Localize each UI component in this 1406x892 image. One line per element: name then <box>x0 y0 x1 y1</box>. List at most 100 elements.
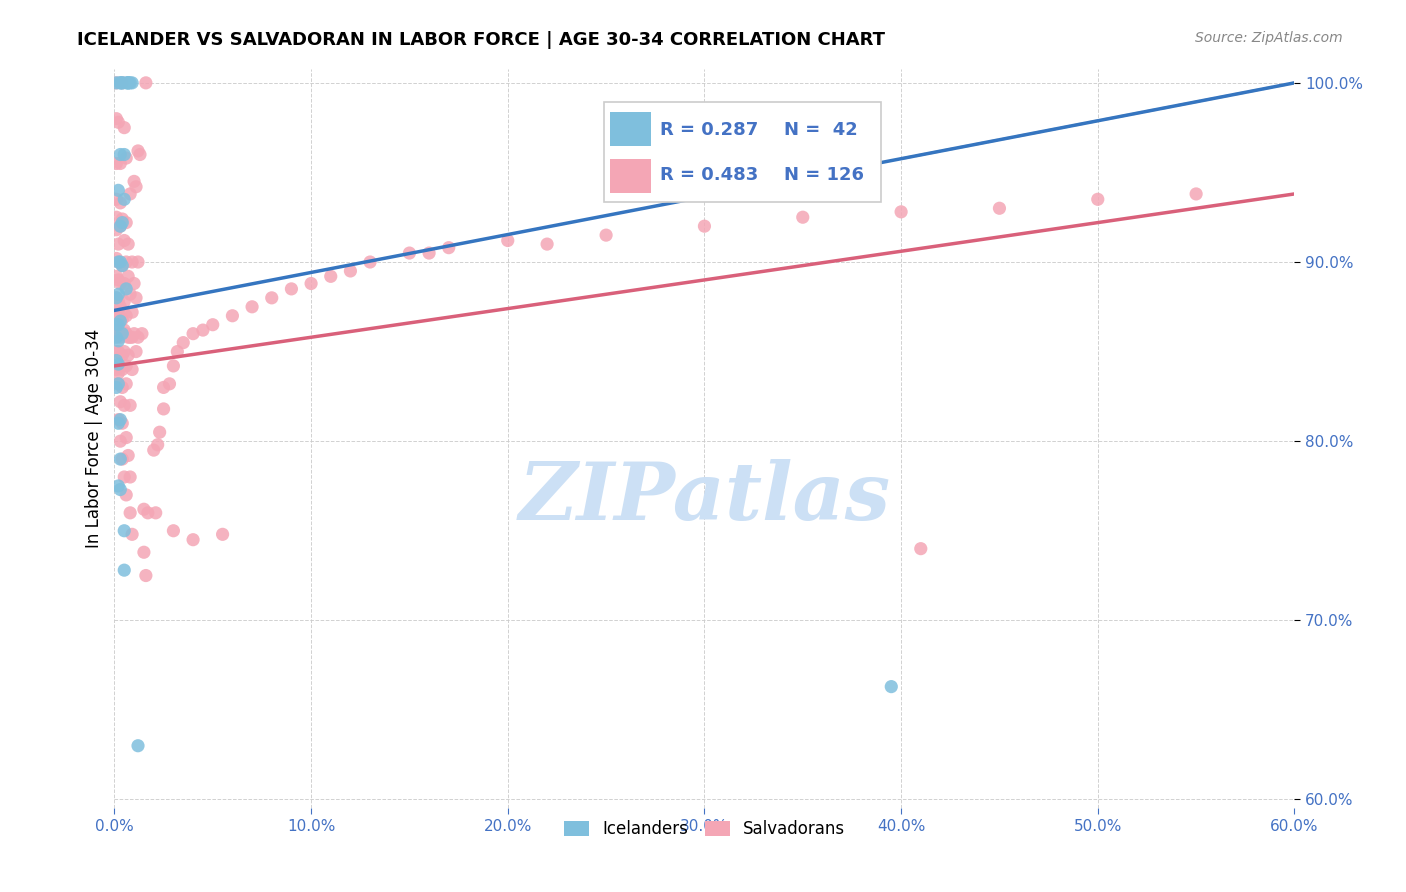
Point <box>129 147 152 161</box>
Point <box>121 305 143 319</box>
Point <box>111 76 134 90</box>
Point <box>105 330 128 344</box>
Point <box>121 255 143 269</box>
Point <box>792 211 814 225</box>
Point <box>107 287 129 301</box>
Point <box>437 241 460 255</box>
Point <box>120 287 142 301</box>
Legend: Icelanders, Salvadorans: Icelanders, Salvadorans <box>557 814 852 845</box>
Point <box>107 416 129 430</box>
Point <box>107 357 129 371</box>
Point <box>110 277 132 291</box>
Point <box>111 326 134 341</box>
Point <box>201 318 224 332</box>
Point <box>910 541 932 556</box>
Point <box>117 269 139 284</box>
Point <box>107 479 129 493</box>
Point <box>166 344 188 359</box>
Point <box>121 76 143 90</box>
Point <box>120 506 142 520</box>
Point <box>120 76 142 90</box>
Y-axis label: In Labor Force | Age 30-34: In Labor Force | Age 30-34 <box>86 329 103 548</box>
Point <box>117 76 139 90</box>
Point <box>172 335 194 350</box>
Point <box>110 394 132 409</box>
Point <box>149 425 172 440</box>
Point <box>105 252 128 266</box>
Point <box>145 506 167 520</box>
Point <box>181 326 204 341</box>
Point <box>110 314 132 328</box>
Text: ICELANDER VS SALVADORAN IN LABOR FORCE | AGE 30-34 CORRELATION CHART: ICELANDER VS SALVADORAN IN LABOR FORCE |… <box>77 31 886 49</box>
Point <box>890 204 912 219</box>
Point <box>260 291 283 305</box>
Point <box>127 739 149 753</box>
Point <box>111 416 134 430</box>
Point <box>107 326 129 341</box>
Point <box>117 330 139 344</box>
Point <box>1185 186 1208 201</box>
Point <box>112 563 135 577</box>
Point <box>122 326 145 341</box>
Point <box>117 348 139 362</box>
Point <box>107 294 129 309</box>
Point <box>115 216 138 230</box>
Point <box>221 309 243 323</box>
Point <box>536 237 558 252</box>
Point <box>125 291 148 305</box>
Point <box>111 312 134 326</box>
Point <box>105 353 128 368</box>
Point <box>115 76 138 90</box>
Point <box>988 201 1011 215</box>
Point <box>120 470 142 484</box>
Point <box>112 234 135 248</box>
Point <box>152 380 174 394</box>
Point <box>107 237 129 252</box>
Point <box>398 246 420 260</box>
Point <box>280 282 302 296</box>
Point <box>107 255 129 269</box>
Point <box>105 112 128 126</box>
Point <box>111 452 134 467</box>
Point <box>115 376 138 391</box>
Point <box>105 380 128 394</box>
Point <box>105 344 128 359</box>
Point <box>125 344 148 359</box>
Point <box>110 147 132 161</box>
Point <box>112 470 135 484</box>
Point <box>111 380 134 394</box>
Point <box>240 300 263 314</box>
Point <box>110 255 132 269</box>
Point <box>115 326 138 341</box>
Point <box>211 527 233 541</box>
Point <box>105 76 128 90</box>
Point <box>595 228 617 243</box>
Point <box>110 483 132 497</box>
Point <box>107 376 129 391</box>
Point <box>105 362 128 376</box>
Point <box>107 376 129 391</box>
Point <box>120 186 142 201</box>
Point <box>142 443 165 458</box>
Point <box>146 438 169 452</box>
Point <box>121 330 143 344</box>
Point <box>117 449 139 463</box>
Point <box>181 533 204 547</box>
Point <box>117 76 139 90</box>
Point <box>107 115 129 129</box>
Point <box>107 255 129 269</box>
Point <box>191 323 214 337</box>
Point <box>111 362 134 376</box>
Point <box>120 398 142 412</box>
Point <box>105 223 128 237</box>
Point <box>105 291 128 305</box>
Point <box>117 76 139 90</box>
Point <box>115 309 138 323</box>
Text: Source: ZipAtlas.com: Source: ZipAtlas.com <box>1195 31 1343 45</box>
Point <box>112 323 135 337</box>
Point <box>159 376 181 391</box>
Point <box>115 282 138 296</box>
Point <box>121 527 143 541</box>
Point <box>111 259 134 273</box>
Point <box>107 412 129 426</box>
